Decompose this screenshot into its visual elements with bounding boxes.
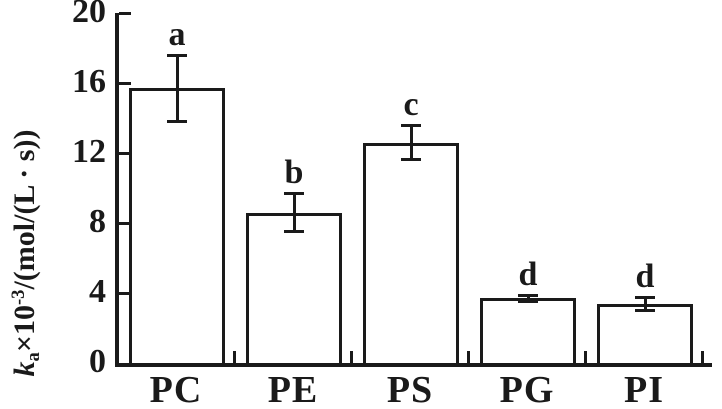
x-tick-3 <box>467 351 470 363</box>
y-tick-16 <box>119 82 131 85</box>
y-tick-label-20: 20 <box>72 0 106 30</box>
error-bar-cap-bottom-PG <box>518 299 538 303</box>
error-bar-cap-top-PE <box>284 192 304 196</box>
y-tick-4 <box>119 292 131 295</box>
x-tick-4 <box>584 351 587 363</box>
error-bar-cap-top-PI <box>635 295 655 299</box>
error-bar-line-PG <box>526 294 530 302</box>
y-tick-label-0: 0 <box>89 343 106 380</box>
bar-PC <box>129 88 225 363</box>
category-label-PG: PG <box>499 369 555 409</box>
category-label-PI: PI <box>624 369 664 409</box>
error-bar-line-PI <box>643 296 647 311</box>
error-bar-cap-bottom-PI <box>635 308 655 312</box>
category-label-PS: PS <box>386 369 434 409</box>
sig-letter-PI: d <box>635 257 655 295</box>
bar-PS <box>363 142 459 363</box>
error-bar-line-PE <box>292 193 296 232</box>
sig-letter-PC: a <box>168 16 186 53</box>
bar-PG <box>480 298 576 363</box>
bar-PE <box>246 212 342 363</box>
error-bar-cap-bottom-PS <box>401 158 421 161</box>
y-axis-line <box>115 13 119 367</box>
y-tick-20 <box>119 12 131 15</box>
y-tick-label-8: 8 <box>89 203 106 240</box>
sig-letter-PS: c <box>403 86 419 123</box>
y-tick-8 <box>119 222 131 225</box>
y-tick-label-12: 12 <box>72 133 106 170</box>
error-bar-line-PC <box>175 55 179 122</box>
x-tick-1 <box>233 351 236 363</box>
x-axis-line <box>115 363 712 367</box>
category-label-PE: PE <box>267 369 319 409</box>
error-bar-cap-bottom-PC <box>167 119 187 123</box>
x-tick-5 <box>701 351 704 363</box>
x-tick-2 <box>350 351 353 363</box>
y-tick-label-4: 4 <box>89 273 106 310</box>
bar-PI <box>597 303 693 363</box>
sig-letter-PG: d <box>518 255 538 293</box>
error-bar-cap-top-PC <box>167 54 187 57</box>
error-bar-cap-bottom-PE <box>284 229 304 233</box>
error-bar-cap-top-PG <box>518 293 538 297</box>
error-bar-cap-top-PS <box>401 124 421 127</box>
error-bar-line-PS <box>409 125 413 160</box>
y-tick-12 <box>119 152 131 155</box>
y-tick-label-16: 16 <box>72 63 106 100</box>
sig-letter-PE: b <box>284 154 304 192</box>
category-label-PC: PC <box>149 369 203 409</box>
